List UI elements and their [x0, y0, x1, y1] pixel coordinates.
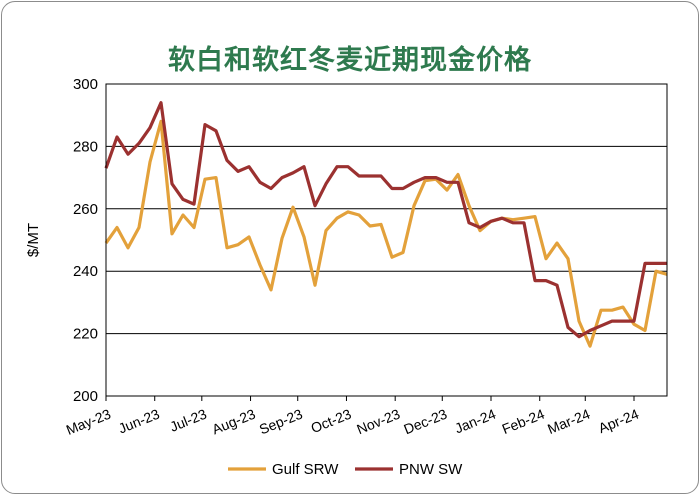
x-tick-label: Feb-24: [500, 406, 547, 438]
y-tick-label: 280: [73, 138, 98, 155]
y-axis-label: $/MT: [25, 223, 42, 257]
legend-label: PNW SW: [399, 461, 463, 478]
legend: Gulf SRW PNW SW: [228, 461, 463, 478]
chart-title: 软白和软红冬麦近期现金价格: [168, 45, 532, 76]
x-tick-label: Apr-24: [596, 406, 641, 437]
x-tick-label: Aug-23: [210, 406, 258, 438]
y-tick-label: 260: [73, 201, 98, 218]
x-tick-label: Sep-23: [257, 406, 305, 438]
y-tick-label: 300: [73, 76, 98, 93]
x-tick-label: Jun-23: [116, 406, 162, 437]
x-axis-ticks: May-23 Jun-23 Jul-23 Aug-23 Sep-23 Oct-23 Nov-…: [64, 396, 641, 438]
x-tick-label: Oct-23: [309, 406, 354, 437]
x-tick-label: Jul-23: [167, 406, 209, 435]
y-tick-label: 220: [73, 326, 98, 343]
legend-label: Gulf SRW: [272, 461, 339, 478]
x-tick-label: May-23: [64, 406, 113, 438]
series-line-gulf-srw: [104, 119, 668, 348]
plot-border: [105, 83, 668, 397]
x-tick-label: Jan-24: [452, 406, 498, 437]
y-axis-ticks: 200 220 240 260 280 300: [73, 76, 98, 405]
series-lines: [104, 101, 668, 348]
x-tick-label: Mar-24: [545, 406, 592, 438]
y-tick-label: 200: [73, 388, 98, 405]
x-tick-label: Nov-23: [354, 406, 402, 438]
series-line-pnw-sw: [104, 101, 667, 339]
y-tick-label: 240: [73, 263, 98, 280]
x-tick-label: Dec-23: [401, 406, 449, 438]
